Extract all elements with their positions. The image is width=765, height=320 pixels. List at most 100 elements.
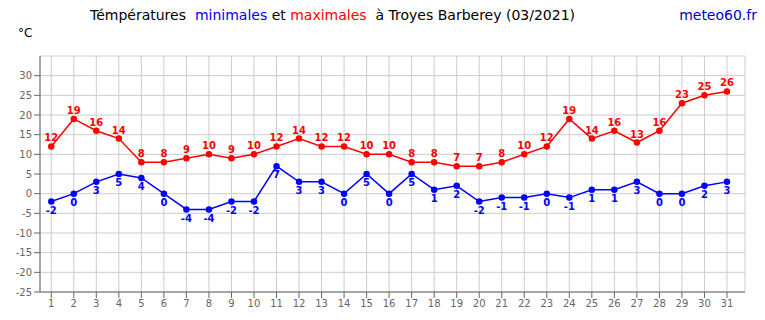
svg-text:5: 5 (363, 177, 370, 188)
svg-text:19: 19 (67, 105, 81, 116)
svg-text:6: 6 (161, 298, 167, 309)
svg-text:4: 4 (116, 298, 122, 309)
svg-text:5: 5 (408, 177, 415, 188)
svg-text:17: 17 (405, 298, 418, 309)
svg-text:27: 27 (631, 298, 644, 309)
svg-text:2: 2 (453, 189, 460, 200)
svg-text:12: 12 (270, 132, 284, 143)
svg-text:1: 1 (611, 193, 618, 204)
svg-text:7: 7 (476, 152, 483, 163)
svg-text:-5: -5 (22, 208, 32, 219)
svg-text:3: 3 (723, 185, 730, 196)
svg-text:3: 3 (633, 185, 640, 196)
svg-text:14: 14 (585, 125, 599, 136)
svg-text:1: 1 (588, 193, 595, 204)
svg-text:22: 22 (518, 298, 531, 309)
svg-text:11: 11 (270, 298, 283, 309)
svg-text:26: 26 (720, 77, 734, 88)
svg-text:14: 14 (292, 125, 306, 136)
svg-text:30: 30 (698, 298, 711, 309)
svg-text:0: 0 (678, 197, 685, 208)
svg-text:-1: -1 (496, 201, 507, 212)
svg-text:-4: -4 (181, 213, 192, 224)
svg-text:14: 14 (112, 125, 126, 136)
svg-text:16: 16 (652, 117, 666, 128)
svg-text:10: 10 (382, 140, 396, 151)
svg-text:4: 4 (138, 181, 145, 192)
svg-text:20: 20 (473, 298, 486, 309)
svg-text:3: 3 (318, 185, 325, 196)
svg-text:7: 7 (183, 298, 189, 309)
svg-text:2: 2 (71, 298, 77, 309)
svg-text:29: 29 (676, 298, 689, 309)
svg-text:8: 8 (408, 148, 415, 159)
svg-text:-25: -25 (16, 287, 32, 298)
svg-text:16: 16 (607, 117, 621, 128)
svg-text:21: 21 (495, 298, 508, 309)
svg-text:0: 0 (543, 197, 550, 208)
svg-text:3: 3 (296, 185, 303, 196)
svg-text:8: 8 (160, 148, 167, 159)
svg-text:10: 10 (248, 298, 261, 309)
svg-text:-2: -2 (46, 205, 57, 216)
svg-text:8: 8 (206, 298, 212, 309)
svg-text:-2: -2 (474, 205, 485, 216)
svg-text:7: 7 (273, 169, 280, 180)
svg-text:9: 9 (183, 144, 190, 155)
svg-text:23: 23 (540, 298, 553, 309)
svg-text:25: 25 (585, 298, 598, 309)
svg-text:0: 0 (386, 197, 393, 208)
svg-text:13: 13 (315, 298, 328, 309)
svg-text:-1: -1 (564, 201, 575, 212)
svg-text:-15: -15 (16, 247, 32, 258)
svg-text:25: 25 (697, 81, 711, 92)
svg-text:0: 0 (26, 188, 32, 199)
svg-text:-2: -2 (226, 205, 237, 216)
svg-text:31: 31 (721, 298, 734, 309)
svg-text:-2: -2 (248, 205, 259, 216)
svg-text:3: 3 (93, 185, 100, 196)
svg-text:12: 12 (540, 132, 554, 143)
svg-text:-4: -4 (203, 213, 214, 224)
svg-text:10: 10 (247, 140, 261, 151)
svg-text:10: 10 (202, 140, 216, 151)
svg-text:0: 0 (70, 197, 77, 208)
svg-text:23: 23 (675, 89, 689, 100)
svg-text:9: 9 (228, 298, 234, 309)
svg-text:24: 24 (563, 298, 576, 309)
svg-text:15: 15 (360, 298, 373, 309)
svg-text:30: 30 (19, 70, 32, 81)
svg-text:16: 16 (89, 117, 103, 128)
svg-text:0: 0 (341, 197, 348, 208)
svg-text:3: 3 (93, 298, 99, 309)
svg-text:2: 2 (701, 189, 708, 200)
svg-text:5: 5 (26, 169, 32, 180)
svg-text:16: 16 (383, 298, 396, 309)
svg-text:1: 1 (431, 193, 438, 204)
svg-text:-10: -10 (16, 228, 32, 239)
svg-text:5: 5 (115, 177, 122, 188)
svg-text:28: 28 (653, 298, 666, 309)
svg-text:9: 9 (228, 144, 235, 155)
svg-text:26: 26 (608, 298, 621, 309)
svg-text:-1: -1 (519, 201, 530, 212)
svg-text:19: 19 (450, 298, 463, 309)
svg-text:19: 19 (562, 105, 576, 116)
svg-text:14: 14 (338, 298, 351, 309)
svg-text:8: 8 (431, 148, 438, 159)
svg-text:18: 18 (428, 298, 441, 309)
svg-text:8: 8 (498, 148, 505, 159)
svg-text:8: 8 (138, 148, 145, 159)
svg-text:12: 12 (44, 132, 58, 143)
svg-text:5: 5 (138, 298, 144, 309)
svg-text:12: 12 (293, 298, 306, 309)
svg-text:0: 0 (160, 197, 167, 208)
svg-text:12: 12 (315, 132, 329, 143)
svg-text:13: 13 (630, 129, 644, 140)
svg-text:10: 10 (360, 140, 374, 151)
svg-text:-20: -20 (16, 267, 32, 278)
svg-text:7: 7 (453, 152, 460, 163)
svg-text:20: 20 (19, 110, 32, 121)
svg-text:15: 15 (19, 129, 32, 140)
svg-text:1: 1 (48, 298, 54, 309)
